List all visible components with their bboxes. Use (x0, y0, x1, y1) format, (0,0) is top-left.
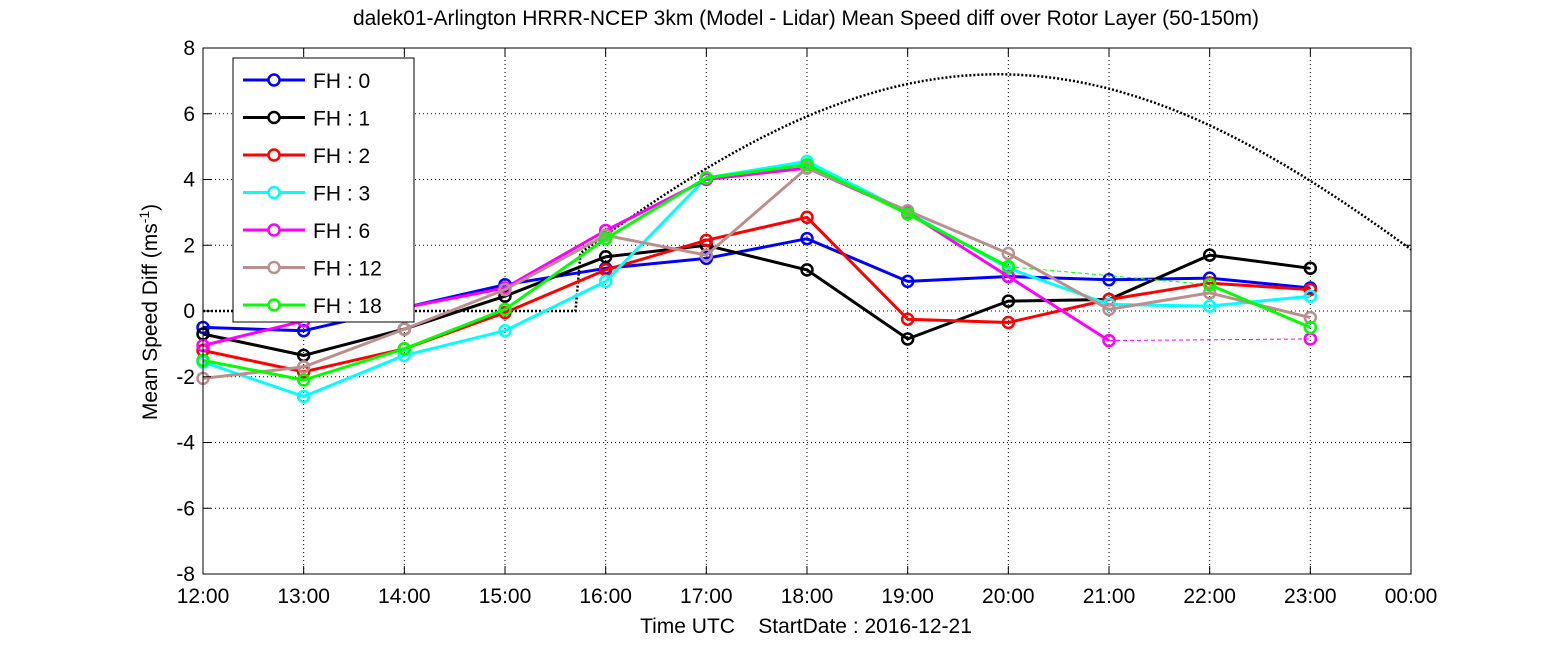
y-tick-label: 8 (183, 37, 195, 60)
series-line (202, 159, 1311, 398)
series-line (1209, 283, 1311, 329)
legend-label: FH : 18 (313, 295, 382, 318)
x-tick-label: 20:00 (982, 585, 1035, 608)
data-point (296, 360, 311, 374)
data-point (1001, 315, 1016, 330)
x-tick-label: 12:00 (177, 585, 230, 608)
data-point (296, 389, 311, 404)
x-tick-label: 13:00 (277, 585, 330, 608)
data-point (598, 250, 613, 264)
series-line (202, 163, 1009, 382)
x-tick-label: 00:00 (1385, 585, 1438, 608)
legend-label: FH : 1 (313, 108, 370, 131)
data-point (598, 274, 613, 289)
y-tick-label: 2 (183, 234, 195, 257)
data-point (1102, 273, 1116, 287)
data-point (1303, 282, 1318, 297)
data-point (498, 302, 512, 317)
data-point (1303, 261, 1318, 276)
data-point (800, 210, 814, 225)
legend-marker (267, 185, 281, 200)
x-tick-label: 23:00 (1284, 585, 1337, 608)
legend-marker (267, 260, 281, 275)
y-axis-label-superscript: -1 (136, 211, 152, 224)
data-point (900, 207, 915, 221)
legend-label: FH : 6 (313, 220, 370, 243)
data-point (1303, 289, 1318, 303)
legend-marker (267, 148, 281, 162)
y-axis-label-main: Mean Speed Diff (ms (139, 223, 162, 420)
data-point (1202, 277, 1217, 292)
legend: FH : 0 FH : 1 FH : 2 FH : 3 FH : 6 FH : 12 FH … (232, 57, 415, 323)
data-point (800, 157, 814, 172)
y-tick-label: -8 (176, 563, 195, 586)
series-gap-connector (1008, 266, 1210, 286)
data-point (1001, 294, 1016, 308)
series-line (202, 243, 1311, 357)
y-tick-label: -4 (176, 432, 195, 455)
x-tick-label: 16:00 (579, 585, 632, 608)
y-tick-label: 0 (183, 300, 195, 323)
x-tick-label: 17:00 (680, 585, 733, 608)
y-axis-label-close: ) (139, 204, 162, 211)
x-tick-label: 22:00 (1183, 585, 1236, 608)
data-point (1202, 248, 1217, 262)
data-point (699, 248, 714, 262)
data-point (1202, 299, 1217, 313)
data-point (397, 342, 412, 356)
x-tick-label: 14:00 (378, 585, 431, 608)
chart-title: dalek01-Arlington HRRR-NCEP 3km (Model -… (353, 7, 1259, 30)
x-tick-label: 19:00 (881, 585, 934, 608)
data-point (1001, 259, 1016, 274)
legend-label: FH : 2 (313, 145, 370, 168)
series-line (202, 166, 1311, 380)
data-point (800, 231, 814, 246)
series-lines-group (196, 154, 1318, 404)
series-gap-connector (1108, 338, 1311, 342)
data-point (699, 233, 714, 248)
data-point (397, 322, 412, 336)
x-tick-label: 21:00 (1083, 585, 1136, 608)
data-point (900, 312, 915, 326)
x-tick-label: 18:00 (781, 585, 834, 608)
data-point (498, 282, 512, 297)
y-tick-label: -2 (176, 366, 195, 389)
y-tick-label: -6 (176, 497, 195, 520)
data-point (900, 332, 915, 346)
legend-marker (267, 73, 281, 87)
data-point (1303, 320, 1318, 335)
legend-label: FH : 12 (313, 258, 382, 281)
legend-box (232, 57, 415, 323)
data-point (800, 263, 814, 277)
data-point (699, 171, 714, 185)
series-fh-18 (196, 157, 1318, 387)
data-point (1102, 302, 1116, 317)
legend-label: FH : 0 (313, 70, 370, 93)
y-tick-label: 4 (183, 169, 195, 192)
data-point (296, 373, 311, 387)
legend-marker (267, 223, 281, 237)
data-point (498, 323, 512, 338)
y-axis-label: Mean Speed Diff (ms-1) (136, 204, 162, 420)
y-tick-label: 6 (183, 103, 195, 126)
legend-label: FH : 3 (313, 183, 370, 206)
data-point (1001, 246, 1016, 261)
data-point (1102, 333, 1116, 348)
legend-marker (267, 298, 281, 312)
x-axis-label: Time UTC StartDate : 2016-12-21 (640, 615, 972, 638)
data-point (1202, 286, 1217, 300)
axis-ticks: 12:00 13:00 14:00 15:00 16:00 17:00 18:00 19:00… (176, 37, 1437, 608)
data-point (598, 231, 613, 246)
legend-marker (267, 110, 281, 125)
data-point (900, 274, 915, 289)
x-tick-label: 15:00 (479, 585, 532, 608)
